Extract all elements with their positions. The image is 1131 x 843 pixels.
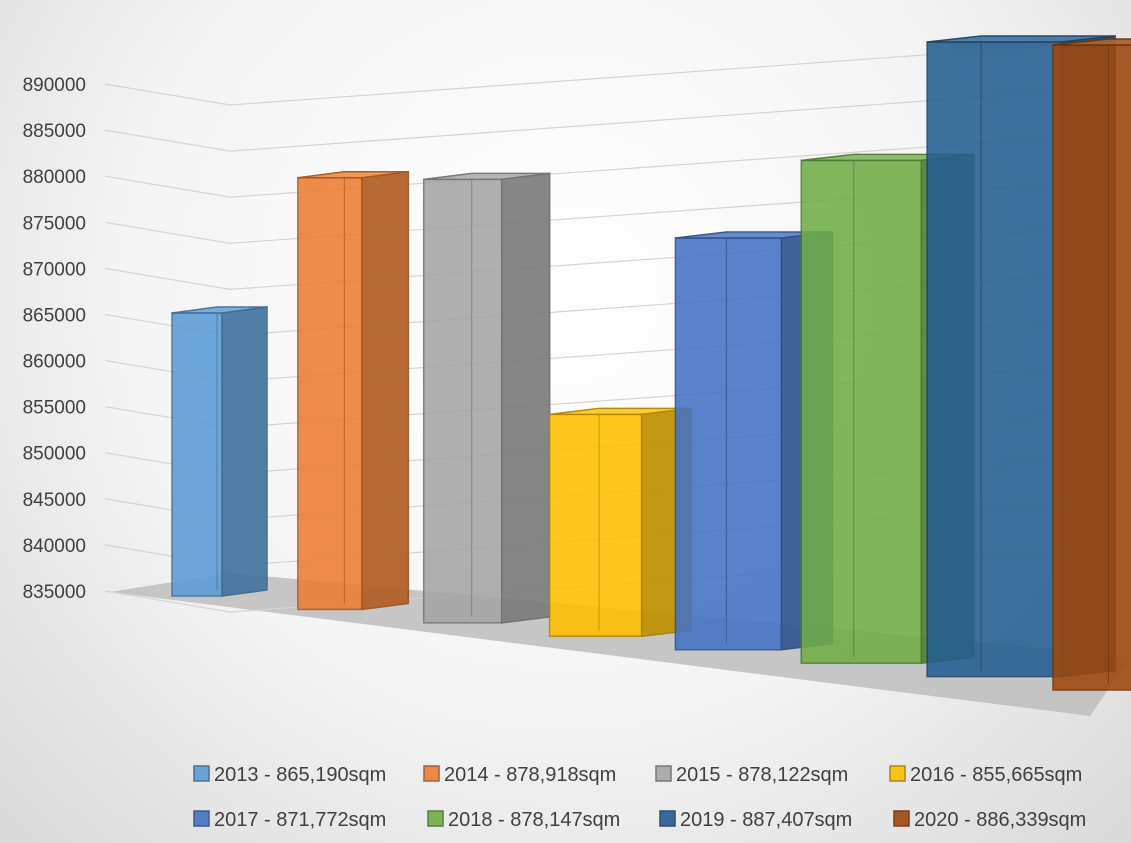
legend-label-2: 2015 - 878,122sqm [676, 764, 848, 786]
y-tick-label-11: 890000 [23, 75, 86, 96]
y-tick-label-3: 850000 [23, 444, 86, 465]
bar-front-7 [1052, 44, 1131, 691]
y-tick-label-7: 870000 [23, 259, 86, 280]
legend-label-0: 2013 - 865,190sqm [214, 764, 386, 786]
bars [171, 35, 1131, 691]
bar-3 [548, 407, 692, 638]
gridline-11 [104, 39, 1131, 106]
legend-label-5: 2018 - 878,147sqm [448, 809, 620, 831]
legend-label-4: 2017 - 871,772sqm [214, 809, 386, 831]
bar-top-2 [423, 172, 550, 181]
bar-front-0 [171, 312, 223, 597]
bar-front-2 [422, 178, 503, 624]
y-tick-label-10: 885000 [23, 121, 86, 142]
legend: 2013 - 865,190sqm 2014 - 878,918sqm 2015 -… [193, 764, 1086, 831]
legend-swatch-7 [893, 810, 910, 827]
legend-swatch-4 [193, 810, 210, 827]
bar-front-1 [297, 176, 363, 611]
legend-swatch-3 [889, 765, 906, 782]
legend-label-3: 2016 - 855,665sqm [910, 764, 1082, 786]
bar-front-6 [926, 41, 1062, 678]
gridline-9 [104, 131, 1131, 198]
bar-2 [422, 172, 551, 624]
bar-top-0 [171, 306, 268, 314]
bar-side-2 [500, 172, 551, 624]
y-axis-ticks: 835000 840000 845000 850000 855000 860000 8650… [23, 75, 86, 603]
legend-swatch-5 [427, 810, 444, 827]
y-tick-label-4: 855000 [23, 398, 86, 419]
bar-front-4 [674, 237, 783, 651]
legend-swatch-2 [655, 765, 672, 782]
legend-swatch-6 [659, 810, 676, 827]
y-tick-label-6: 865000 [23, 306, 86, 327]
bar-front-3 [548, 413, 643, 638]
bar-front-5 [800, 159, 923, 664]
y-tick-label-1: 840000 [23, 536, 86, 557]
bar-7 [1052, 38, 1131, 691]
bar-top-7 [1052, 38, 1131, 46]
bar-top-6 [927, 35, 1116, 43]
gridline-10 [104, 85, 1131, 152]
bar-side-1 [361, 170, 410, 611]
y-tick-label-9: 880000 [23, 167, 86, 188]
legend-label-6: 2019 - 887,407sqm [680, 809, 852, 831]
bar-top-1 [297, 170, 409, 179]
legend-label-7: 2020 - 886,339sqm [914, 809, 1086, 831]
legend-swatch-0 [193, 765, 210, 782]
y-tick-label-8: 875000 [23, 213, 86, 234]
bar-1 [297, 170, 410, 611]
y-tick-label-0: 835000 [23, 582, 86, 603]
bar-0 [171, 306, 268, 597]
legend-swatch-1 [423, 765, 440, 782]
legend-label-1: 2014 - 878,918sqm [444, 764, 616, 786]
bar-side-0 [221, 306, 268, 597]
y-tick-label-2: 845000 [23, 490, 86, 511]
y-tick-label-5: 860000 [23, 352, 86, 373]
